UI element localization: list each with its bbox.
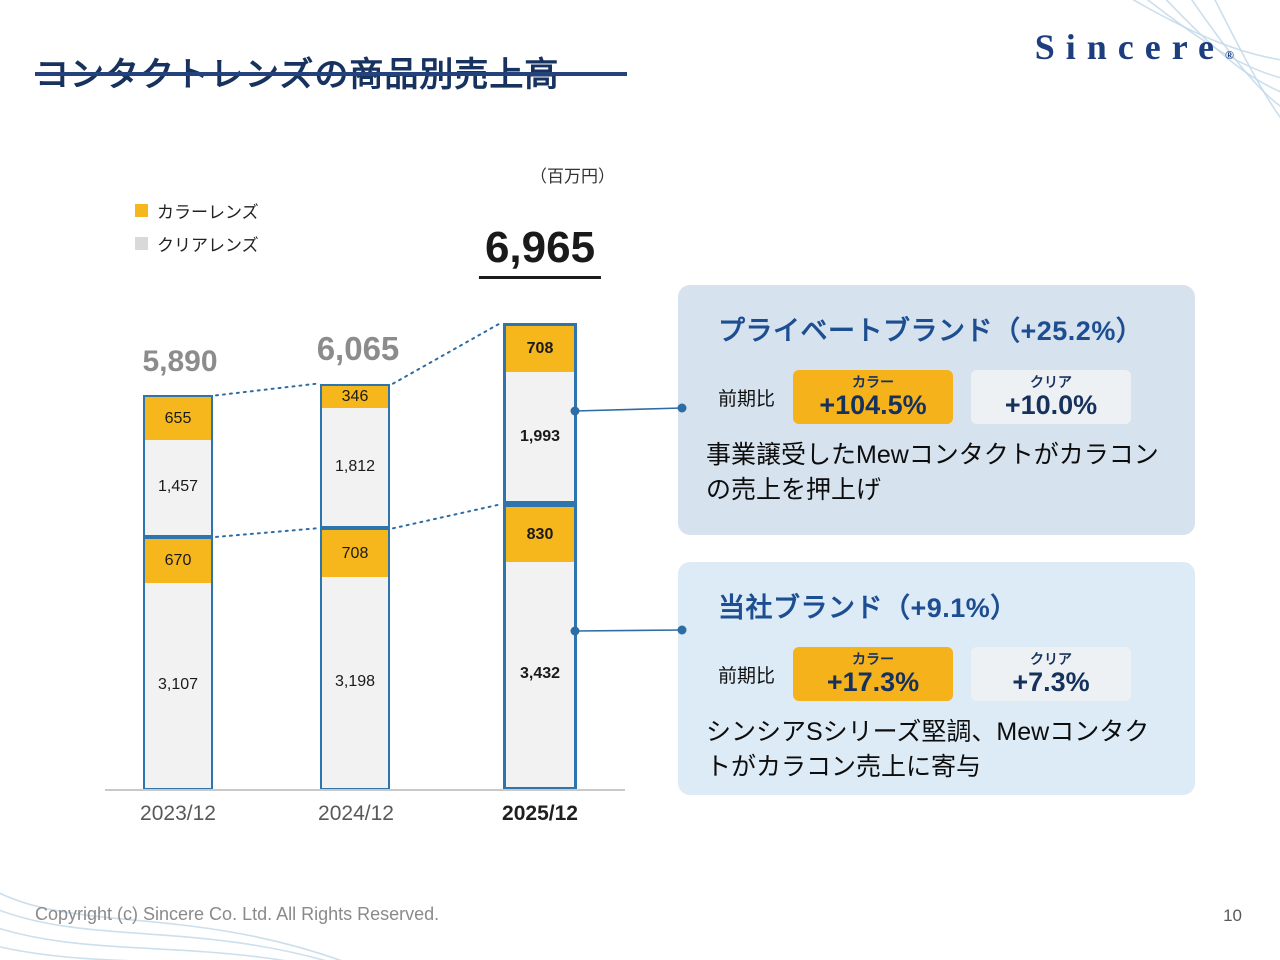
chip-name: カラー	[852, 374, 895, 390]
x-tick-2025: 2025/12	[502, 802, 578, 825]
bar-segment-label: 655	[164, 409, 192, 427]
bar-total-2024: 6,065	[316, 330, 400, 367]
company-logo: Sincere®	[1035, 26, 1234, 68]
stacked-bar-2023/12: 655 1,457 670 3,107	[143, 395, 213, 790]
callout-own-brand: 当社ブランド（+9.1%） 前期比 カラー +17.3% クリア +7.3% シ…	[678, 562, 1195, 795]
legend-swatch-color	[135, 204, 148, 217]
compare-label: 前期比	[718, 388, 776, 410]
chip-name: クリア	[1030, 651, 1073, 667]
bar-segment-label: 3,432	[519, 665, 561, 683]
callout-body: 事業譲受したMewコンタクトがカラコンの売上を押上げ	[706, 441, 1159, 504]
bar-group-own-brand: 708 3,198	[320, 528, 390, 790]
page-number: 10	[1223, 906, 1242, 925]
chip-value: +7.3%	[1012, 666, 1090, 697]
bar-segment-label: 1,812	[334, 458, 376, 476]
legend-label: クリアレンズ	[157, 236, 259, 255]
chart-unit-label: （百万円）	[530, 167, 615, 186]
bar-segment-label: 830	[526, 525, 554, 543]
chip-value: +10.0%	[1004, 389, 1098, 420]
chip-clear-lens: クリア +10.0%	[971, 370, 1132, 425]
callout-title: プライベートブランド（+25.2%）	[718, 316, 1144, 346]
chip-value: +104.5%	[819, 389, 927, 420]
callout-compare-row: 前期比 カラー +17.3% クリア +7.3%	[718, 647, 1161, 702]
logo-text: Sincere	[1034, 27, 1226, 67]
chip-color-lens: カラー +104.5%	[793, 370, 954, 425]
callout-private-brand: プライベートブランド（+25.2%） 前期比 カラー +104.5% クリア +…	[678, 285, 1195, 535]
bar-segment-label: 1,993	[519, 427, 561, 445]
x-axis-baseline	[105, 789, 625, 791]
x-tick-2023: 2023/12	[140, 802, 216, 825]
bar-segment-clear: 1,812	[322, 408, 388, 527]
bar-segment-color: 708	[322, 530, 388, 577]
bar-segment-clear: 3,198	[322, 576, 388, 788]
stacked-bar-2024/12: 346 1,812 708 3,198	[320, 383, 390, 790]
stacked-bar-2025/12: 708 1,993 830 3,432	[503, 323, 577, 790]
bar-group-own-brand: 670 3,107	[143, 536, 213, 790]
bar-segment-color: 346	[322, 385, 388, 409]
bar-group-private-brand: 655 1,457	[143, 395, 213, 537]
bar-segment-label: 1,457	[157, 478, 199, 496]
x-tick-2024: 2024/12	[318, 802, 394, 825]
legend-item-color: カラーレンズ	[135, 198, 259, 223]
bar-group-own-brand: 830 3,432	[503, 504, 577, 790]
bar-segment-label: 346	[341, 387, 369, 405]
legend-item-clear: クリアレンズ	[135, 231, 259, 256]
callout-title: 当社ブランド（+9.1%）	[718, 593, 1018, 623]
bar-group-private-brand: 708 1,993	[503, 323, 577, 505]
bar-segment-label: 3,198	[334, 673, 376, 691]
legend-label: カラーレンズ	[157, 203, 259, 222]
bar-segment-color: 830	[506, 507, 574, 562]
compare-label: 前期比	[718, 665, 776, 687]
bar-total-2025-highlight: 6,965	[478, 223, 602, 279]
copyright-text: Copyright (c) Sincere Co. Ltd. All Right…	[35, 904, 440, 924]
chip-value: +17.3%	[826, 666, 920, 697]
bar-segment-clear: 3,432	[506, 561, 574, 787]
bar-segment-label: 3,107	[157, 676, 199, 694]
registered-mark: ®	[1225, 48, 1234, 62]
chip-color-lens: カラー +17.3%	[793, 647, 954, 702]
chip-name: カラー	[852, 651, 895, 667]
callout-body: シンシアSシリーズ堅調、Mewコンタクトがカラコン売上に寄与	[706, 718, 1150, 781]
callout-compare-row: 前期比 カラー +104.5% クリア +10.0%	[718, 370, 1161, 425]
bar-segment-clear: 1,993	[506, 372, 574, 502]
bar-segment-color: 670	[145, 538, 211, 584]
bar-segment-color: 708	[506, 326, 574, 373]
chart-legend: カラーレンズ クリアレンズ	[135, 198, 259, 264]
bar-segment-clear: 3,107	[145, 583, 211, 788]
legend-swatch-clear	[135, 237, 148, 250]
bar-segment-label: 708	[341, 544, 369, 562]
bar-segment-label: 708	[526, 340, 554, 358]
bar-segment-color: 655	[145, 397, 211, 440]
bar-segment-label: 670	[164, 551, 192, 569]
chip-name: クリア	[1030, 374, 1073, 390]
bar-group-private-brand: 346 1,812	[320, 383, 390, 529]
bar-segment-clear: 1,457	[145, 440, 211, 535]
title-underline	[35, 72, 627, 76]
bar-total-2023: 5,890	[142, 345, 218, 378]
chip-clear-lens: クリア +7.3%	[971, 647, 1132, 702]
